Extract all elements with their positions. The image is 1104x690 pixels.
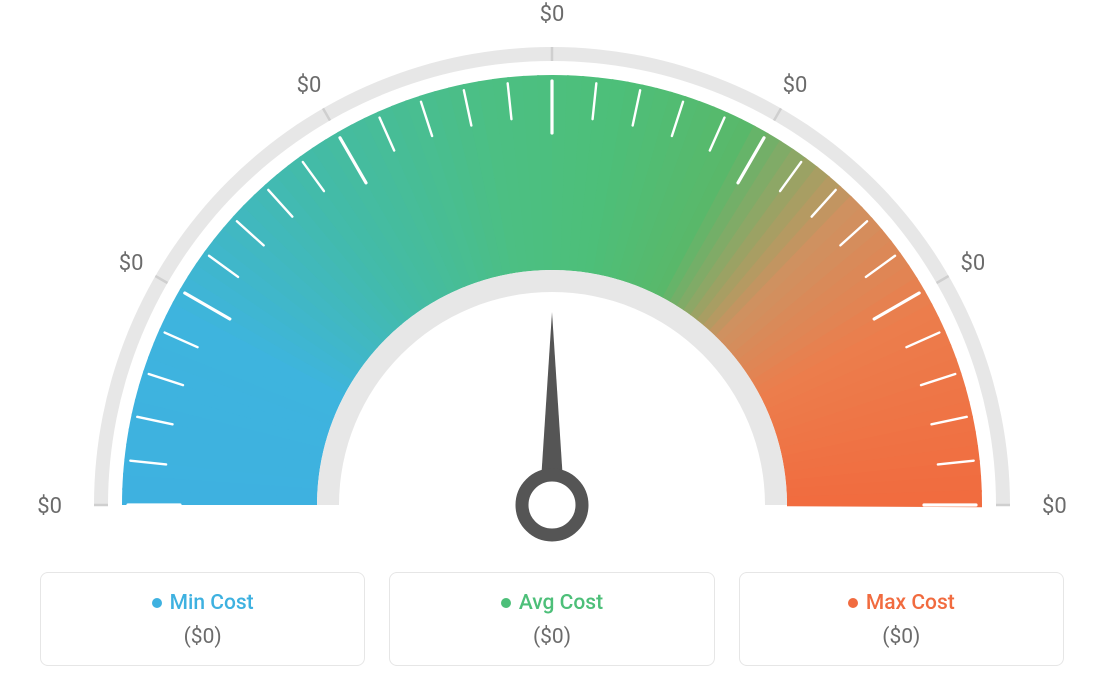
gauge-tick-label: $0 <box>297 73 322 98</box>
legend-card-min: Min Cost ($0) <box>40 572 365 666</box>
legend-title-min-wrap: Min Cost <box>51 591 354 615</box>
legend-title-max: Max Cost <box>866 591 955 615</box>
legend-value-min: ($0) <box>51 625 354 649</box>
legend-dot-max <box>848 598 858 608</box>
legend-card-max: Max Cost ($0) <box>739 572 1064 666</box>
legend-title-avg: Avg Cost <box>519 591 603 615</box>
legend-value-avg: ($0) <box>400 625 703 649</box>
gauge-tick-label: $0 <box>37 494 62 519</box>
legend-dot-min <box>152 598 162 608</box>
legend-row: Min Cost ($0) Avg Cost ($0) Max Cost ($0… <box>40 572 1064 666</box>
gauge-tick-label: $0 <box>540 2 565 27</box>
gauge-svg: $0 $0 $0 $0 $0 $0 $0 <box>0 0 1104 560</box>
gauge-tick-label: $0 <box>119 251 144 276</box>
legend-card-avg: Avg Cost ($0) <box>389 572 714 666</box>
gauge-needle <box>541 312 563 481</box>
gauge-chart-container: $0 $0 $0 $0 $0 $0 $0 Min Cost ($0) Avg Cost ($… <box>0 0 1104 690</box>
legend-title-max-wrap: Max Cost <box>750 591 1053 615</box>
legend-title-min: Min Cost <box>170 591 254 615</box>
gauge-svg-wrapper: $0 $0 $0 $0 $0 $0 $0 <box>0 0 1104 560</box>
legend-value-max: ($0) <box>750 625 1053 649</box>
gauge-tick-label: $0 <box>1042 494 1067 519</box>
legend-title-avg-wrap: Avg Cost <box>400 591 703 615</box>
gauge-tick-label: $0 <box>961 251 986 276</box>
gauge-tick-label: $0 <box>783 73 808 98</box>
legend-dot-avg <box>501 598 511 608</box>
